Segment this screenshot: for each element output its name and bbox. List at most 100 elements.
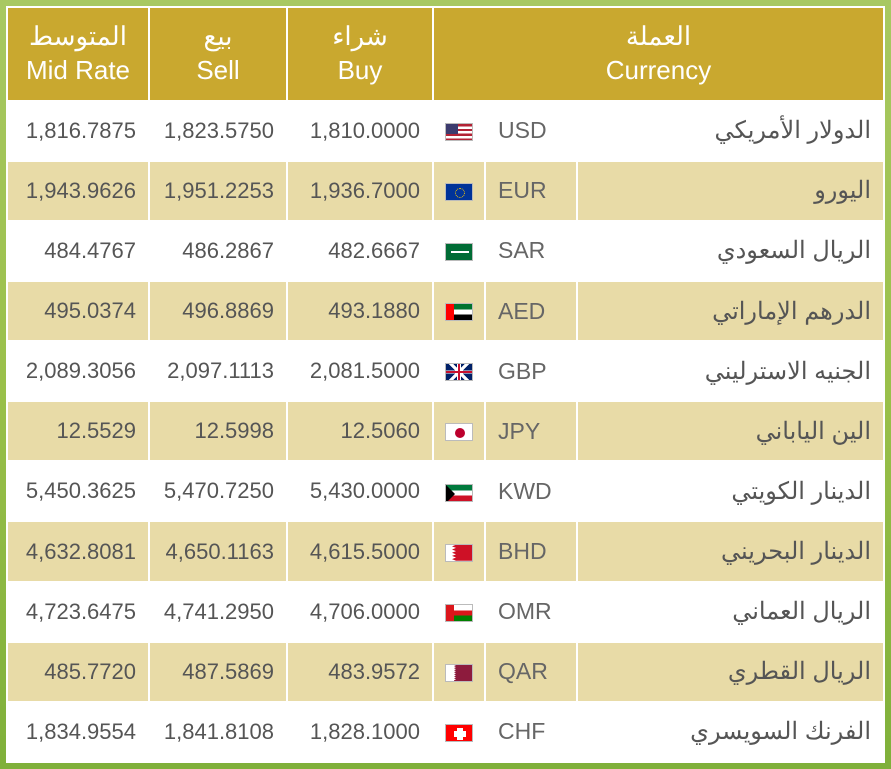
chf-flag-icon <box>445 724 473 742</box>
cell-buy: 2,081.5000 <box>288 342 432 400</box>
col-header-currency: العملة Currency <box>434 8 883 100</box>
cell-sell: 12.5998 <box>150 402 286 460</box>
cell-currency-code: OMR <box>486 583 576 641</box>
cell-buy: 482.6667 <box>288 222 432 280</box>
cell-sell: 496.8869 <box>150 282 286 340</box>
col-header-midrate: المتوسط Mid Rate <box>8 8 148 100</box>
cell-midrate: 2,089.3056 <box>8 342 148 400</box>
cell-currency-code: AED <box>486 282 576 340</box>
cell-currency-code: SAR <box>486 222 576 280</box>
cell-currency-name: الدينار الكويتي <box>578 462 883 520</box>
usd-flag-icon <box>445 123 473 141</box>
cell-midrate: 1,816.7875 <box>8 102 148 160</box>
cell-sell: 5,470.7250 <box>150 462 286 520</box>
cell-flag <box>434 342 484 400</box>
exchange-rates-panel: المتوسط Mid Rate بيع Sell شراء Buy العمل… <box>6 6 885 763</box>
cell-currency-name: الفرنك السويسري <box>578 703 883 761</box>
cell-sell: 4,650.1163 <box>150 522 286 580</box>
cell-buy: 1,936.7000 <box>288 162 432 220</box>
cell-currency-code: JPY <box>486 402 576 460</box>
table-row: 484.4767486.2867482.6667SARالريال السعود… <box>8 222 883 280</box>
cell-currency-code: GBP <box>486 342 576 400</box>
cell-currency-code: BHD <box>486 522 576 580</box>
cell-flag <box>434 162 484 220</box>
cell-sell: 1,841.8108 <box>150 703 286 761</box>
table-row: 5,450.36255,470.72505,430.0000KWDالدينار… <box>8 462 883 520</box>
cell-buy: 483.9572 <box>288 643 432 701</box>
table-row: 12.552912.599812.5060 JPYالين الياباني <box>8 402 883 460</box>
cell-buy: 1,828.1000 <box>288 703 432 761</box>
table-row: 1,834.95541,841.81081,828.1000 CHFالفرنك … <box>8 703 883 761</box>
cell-flag <box>434 102 484 160</box>
col-header-midrate-en: Mid Rate <box>16 54 140 88</box>
kwd-flag-icon <box>445 484 473 502</box>
table-row: 495.0374496.8869493.1880 AEDالدرهم الإمار… <box>8 282 883 340</box>
cell-sell: 1,823.5750 <box>150 102 286 160</box>
cell-midrate: 485.7720 <box>8 643 148 701</box>
col-header-sell-ar: بيع <box>158 20 278 54</box>
cell-currency-name: الدولار الأمريكي <box>578 102 883 160</box>
aed-flag-icon <box>445 303 473 321</box>
cell-sell: 487.5869 <box>150 643 286 701</box>
cell-currency-code: QAR <box>486 643 576 701</box>
cell-buy: 5,430.0000 <box>288 462 432 520</box>
table-row: 2,089.30562,097.11132,081.5000 GBPالجنيه … <box>8 342 883 400</box>
col-header-sell: بيع Sell <box>150 8 286 100</box>
cell-sell: 4,741.2950 <box>150 583 286 641</box>
cell-flag <box>434 462 484 520</box>
cell-currency-name: الريال القطري <box>578 643 883 701</box>
cell-midrate: 1,943.9626 <box>8 162 148 220</box>
col-header-currency-en: Currency <box>442 54 875 88</box>
table-row: 485.7720487.5869483.9572 QARالريال القطري <box>8 643 883 701</box>
col-header-buy-ar: شراء <box>296 20 424 54</box>
table-row: 1,943.96261,951.22531,936.7000 EURاليورو <box>8 162 883 220</box>
cell-currency-code: USD <box>486 102 576 160</box>
cell-buy: 493.1880 <box>288 282 432 340</box>
cell-flag <box>434 522 484 580</box>
col-header-midrate-ar: المتوسط <box>16 20 140 54</box>
gbp-flag-icon <box>445 363 473 381</box>
table-header-row: المتوسط Mid Rate بيع Sell شراء Buy العمل… <box>8 8 883 100</box>
cell-currency-name: الريال السعودي <box>578 222 883 280</box>
table-row: 1,816.78751,823.57501,810.0000 USDالدولار… <box>8 102 883 160</box>
cell-flag <box>434 222 484 280</box>
col-header-buy-en: Buy <box>296 54 424 88</box>
cell-currency-code: EUR <box>486 162 576 220</box>
cell-flag <box>434 643 484 701</box>
cell-flag <box>434 282 484 340</box>
cell-flag <box>434 583 484 641</box>
cell-buy: 4,706.0000 <box>288 583 432 641</box>
cell-currency-name: الجنيه الاسترليني <box>578 342 883 400</box>
cell-buy: 12.5060 <box>288 402 432 460</box>
cell-midrate: 495.0374 <box>8 282 148 340</box>
cell-flag <box>434 402 484 460</box>
col-header-buy: شراء Buy <box>288 8 432 100</box>
cell-midrate: 4,632.8081 <box>8 522 148 580</box>
cell-midrate: 4,723.6475 <box>8 583 148 641</box>
cell-currency-name: الدينار البحريني <box>578 522 883 580</box>
cell-currency-name: الدرهم الإماراتي <box>578 282 883 340</box>
cell-midrate: 484.4767 <box>8 222 148 280</box>
cell-midrate: 1,834.9554 <box>8 703 148 761</box>
cell-sell: 1,951.2253 <box>150 162 286 220</box>
cell-currency-name: الريال العماني <box>578 583 883 641</box>
bhd-flag-icon <box>445 544 473 562</box>
cell-flag <box>434 703 484 761</box>
cell-buy: 4,615.5000 <box>288 522 432 580</box>
cell-sell: 2,097.1113 <box>150 342 286 400</box>
qar-flag-icon <box>445 664 473 682</box>
cell-currency-name: الين الياباني <box>578 402 883 460</box>
cell-currency-name: اليورو <box>578 162 883 220</box>
table-row: 4,723.64754,741.29504,706.0000 OMRالريال … <box>8 583 883 641</box>
cell-currency-code: KWD <box>486 462 576 520</box>
jpy-flag-icon <box>445 423 473 441</box>
col-header-sell-en: Sell <box>158 54 278 88</box>
exchange-rates-table: المتوسط Mid Rate بيع Sell شراء Buy العمل… <box>6 6 885 763</box>
cell-midrate: 12.5529 <box>8 402 148 460</box>
cell-buy: 1,810.0000 <box>288 102 432 160</box>
cell-currency-code: CHF <box>486 703 576 761</box>
eur-flag-icon <box>445 183 473 201</box>
sar-flag-icon <box>445 243 473 261</box>
table-row: 4,632.80814,650.11634,615.5000 BHDالدينار… <box>8 522 883 580</box>
omr-flag-icon <box>445 604 473 622</box>
